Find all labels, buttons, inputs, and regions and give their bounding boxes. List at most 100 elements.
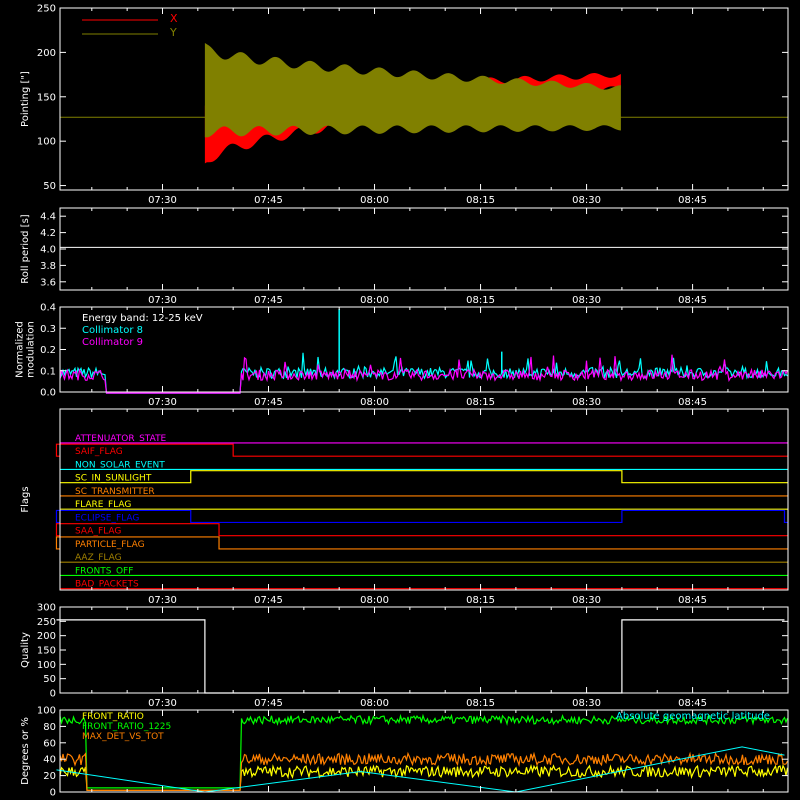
y-tick-label-quality-4: 200 (37, 631, 56, 642)
modulation-legend-0: Collimator 8 (82, 325, 143, 336)
flag-label-5: FLARE_FLAG (75, 500, 131, 510)
y-tick-label-ratios-4: 80 (43, 722, 56, 733)
y-tick-label-modulation-2: 0.2 (40, 345, 56, 356)
modulation-legend-title: Energy band: 12-25 keV (82, 313, 203, 324)
flag-label-2: NON_SOLAR_EVENT (75, 460, 165, 470)
modulation-series-1 (59, 354, 789, 394)
y-tick-label-ratios-0: 0 (50, 788, 56, 799)
x-tick-label-flags-0: 07:30 (148, 595, 177, 606)
y-tick-label-roll_period-1: 3.8 (40, 261, 56, 272)
flag-line-3 (60, 470, 788, 484)
x-tick-label-pointing-5: 08:45 (678, 195, 707, 206)
ratio-legend-0: FRONT_RATIO (82, 712, 144, 722)
legend-label-x: X (170, 12, 178, 25)
x-tick-label-quality-2: 08:00 (360, 698, 389, 709)
y-tick-label-quality-3: 150 (37, 646, 56, 657)
y-tick-label-roll_period-3: 4.2 (40, 228, 56, 239)
y-axis-label-pointing: Pointing ["] (20, 71, 31, 127)
ratio-legend-1: FRONT_RATIO_1225 (82, 722, 171, 732)
x-tick-label-roll_period-4: 08:30 (572, 295, 601, 306)
x-tick-label-modulation-2: 08:00 (360, 397, 389, 408)
ratio-legend-2: MAX_DET_VS_TOT (82, 732, 164, 742)
y-tick-label-pointing-2: 150 (37, 92, 56, 103)
y-tick-label-modulation-3: 0.3 (40, 324, 56, 335)
y-axis-label-roll_period: Roll period [s] (20, 214, 31, 283)
x-tick-label-pointing-3: 08:15 (466, 195, 495, 206)
modulation-legend-1: Collimator 9 (82, 337, 143, 348)
y-tick-label-roll_period-0: 3.6 (40, 277, 56, 288)
y-tick-label-quality-2: 100 (37, 660, 56, 671)
y-tick-label-ratios-2: 40 (43, 755, 56, 766)
panel-frame-ratios (59, 709, 789, 793)
x-tick-label-pointing-4: 08:30 (572, 195, 601, 206)
x-tick-label-quality-1: 07:45 (254, 698, 283, 709)
flag-line-7 (55, 523, 788, 537)
flag-label-8: PARTICLE_FLAG (75, 540, 145, 550)
flag-label-10: FRONTS_OFF (75, 566, 133, 576)
y-tick-label-quality-0: 0 (50, 689, 56, 700)
y-tick-label-ratios-3: 60 (43, 738, 56, 749)
x-tick-label-flags-4: 08:30 (572, 595, 601, 606)
x-tick-label-modulation-1: 07:45 (254, 397, 283, 408)
x-tick-label-pointing-2: 08:00 (360, 195, 389, 206)
x-tick-label-roll_period-3: 08:15 (466, 295, 495, 306)
y-tick-label-roll_period-4: 4.4 (40, 212, 56, 223)
y-tick-label-ratios-1: 20 (43, 771, 56, 782)
ratio-legend-3: Absolute geomagnetic latitude (616, 711, 770, 722)
y-axis-label-quality: Quality (20, 632, 31, 668)
legend-label-y: Y (169, 26, 177, 39)
x-tick-label-quality-4: 08:30 (572, 698, 601, 709)
flag-label-4: SC_TRANSMITTER (75, 487, 155, 497)
x-tick-label-roll_period-0: 07:30 (148, 295, 177, 306)
y-axis-label-modulation: Normalized (15, 321, 26, 378)
flag-label-9: AAZ_FLAG (75, 553, 122, 563)
flag-label-7: SAA_FLAG (75, 527, 121, 537)
y-tick-label-pointing-0: 50 (43, 181, 56, 192)
y-tick-label-pointing-3: 200 (37, 48, 56, 59)
y-tick-label-quality-5: 250 (37, 617, 56, 628)
x-tick-label-modulation-4: 08:30 (572, 397, 601, 408)
x-tick-label-roll_period-1: 07:45 (254, 295, 283, 306)
x-tick-label-quality-0: 07:30 (148, 698, 177, 709)
y-tick-label-pointing-1: 100 (37, 137, 56, 148)
y-axis-label-flags: Flags (20, 486, 31, 512)
panel-frame-flags (59, 408, 789, 591)
ratio-series-1 (59, 713, 789, 789)
x-tick-label-pointing-0: 07:30 (148, 195, 177, 206)
x-tick-label-flags-3: 08:15 (466, 595, 495, 606)
x-tick-label-flags-5: 08:45 (678, 595, 707, 606)
flag-line-1 (55, 443, 788, 457)
x-tick-label-flags-2: 08:00 (360, 595, 389, 606)
pointing-series-y (204, 42, 621, 138)
x-tick-label-quality-5: 08:45 (678, 698, 707, 709)
ratio-series-3 (56, 746, 785, 793)
x-tick-label-modulation-3: 08:15 (466, 397, 495, 408)
flag-line-6 (55, 509, 788, 524)
y-tick-label-ratios-5: 100 (37, 706, 56, 717)
panel-frame-pointing (59, 7, 789, 191)
y-tick-label-modulation-1: 0.1 (40, 366, 56, 377)
x-tick-label-modulation-5: 08:45 (678, 397, 707, 408)
y-tick-label-roll_period-2: 4.0 (40, 245, 56, 256)
x-tick-label-pointing-1: 07:45 (254, 195, 283, 206)
y-tick-label-quality-1: 50 (43, 674, 56, 685)
y-tick-label-modulation-4: 0.4 (40, 303, 56, 314)
y-tick-label-quality-6: 300 (37, 603, 56, 614)
flag-label-11: BAD_PACKETS (75, 580, 139, 590)
y-tick-label-modulation-0: 0.0 (40, 388, 56, 399)
x-tick-label-quality-3: 08:15 (466, 698, 495, 709)
y-axis-label-modulation: modulation (26, 321, 37, 378)
y-tick-label-pointing-4: 250 (37, 4, 56, 15)
flag-line-8 (55, 536, 788, 550)
x-tick-label-roll_period-5: 08:45 (678, 295, 707, 306)
flag-label-6: ECLIPSE_FLAG (75, 513, 139, 523)
flag-label-0: ATTENUATOR_STATE (75, 434, 167, 444)
flag-label-1: SAIF_FLAG (75, 447, 123, 457)
y-axis-label-ratios: Degrees or % (20, 717, 31, 785)
x-tick-label-modulation-0: 07:30 (148, 397, 177, 408)
ratio-series-2 (59, 751, 789, 791)
x-tick-label-roll_period-2: 08:00 (360, 295, 389, 306)
flag-label-3: SC_IN_SUNLIGHT (75, 474, 152, 484)
x-tick-label-flags-1: 07:45 (254, 595, 283, 606)
